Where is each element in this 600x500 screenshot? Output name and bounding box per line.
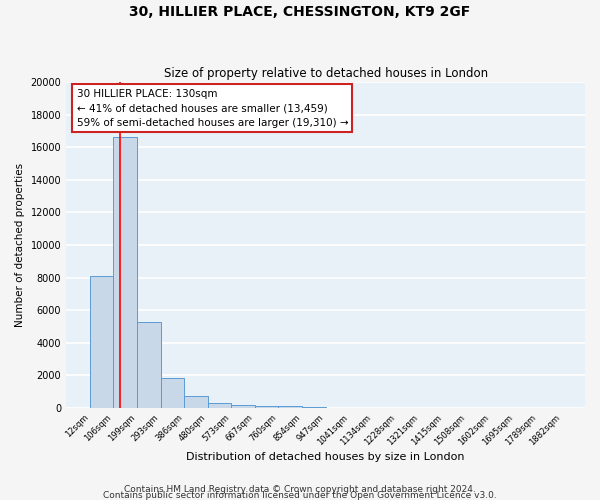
Text: 30, HILLIER PLACE, CHESSINGTON, KT9 2GF: 30, HILLIER PLACE, CHESSINGTON, KT9 2GF	[130, 5, 470, 19]
Bar	[278, 406, 302, 408]
Bar	[302, 406, 326, 408]
Title: Size of property relative to detached houses in London: Size of property relative to detached ho…	[164, 66, 488, 80]
Text: Contains HM Land Registry data © Crown copyright and database right 2024.: Contains HM Land Registry data © Crown c…	[124, 484, 476, 494]
Bar	[90, 276, 113, 408]
Bar	[137, 322, 161, 408]
Bar	[161, 378, 184, 408]
Y-axis label: Number of detached properties: Number of detached properties	[15, 163, 25, 327]
Bar	[208, 403, 231, 408]
Text: Contains public sector information licensed under the Open Government Licence v3: Contains public sector information licen…	[103, 490, 497, 500]
Bar	[231, 405, 255, 408]
Text: 30 HILLIER PLACE: 130sqm
← 41% of detached houses are smaller (13,459)
59% of se: 30 HILLIER PLACE: 130sqm ← 41% of detach…	[77, 88, 348, 128]
X-axis label: Distribution of detached houses by size in London: Distribution of detached houses by size …	[187, 452, 465, 462]
Bar	[113, 138, 137, 408]
Bar	[255, 406, 278, 408]
Bar	[184, 396, 208, 408]
